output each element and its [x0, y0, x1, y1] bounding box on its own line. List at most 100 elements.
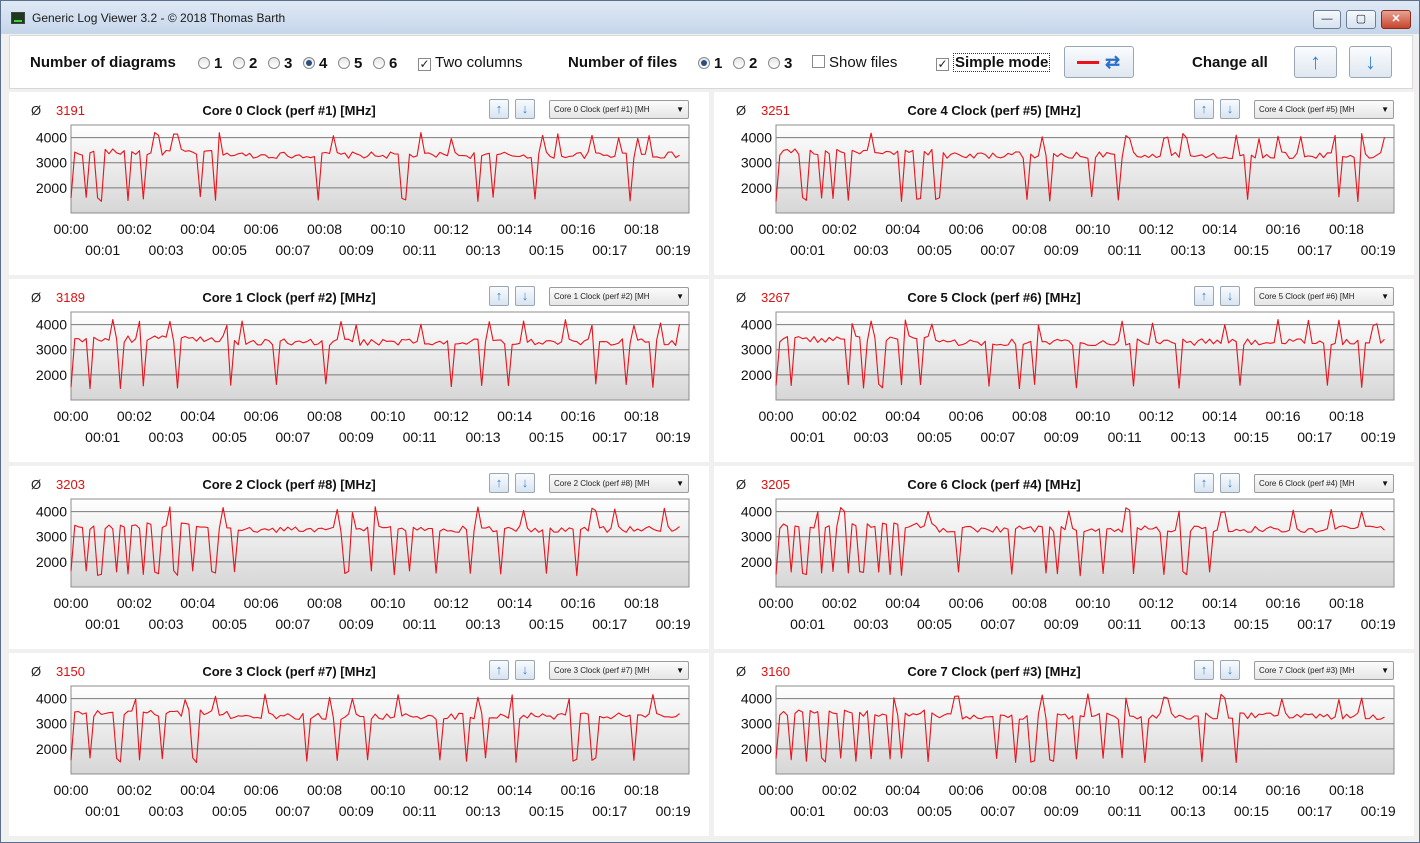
signal-select-value: Core 5 Clock (perf #6) [MH: [1259, 292, 1355, 301]
y-tick-label: 2000: [36, 367, 67, 383]
x-tick-label: 00:02: [822, 221, 857, 237]
move-down-button[interactable]: ↓: [1220, 473, 1240, 493]
chevron-down-icon: ▼: [1381, 292, 1389, 301]
diagram-radio-2[interactable]: 2: [233, 55, 257, 73]
diagram-panel: Ø 3191 Core 0 Clock (perf #1) [MHz] ↑ ↓ …: [9, 92, 709, 275]
chevron-down-icon: ▼: [676, 479, 684, 488]
y-tick-label: 4000: [36, 317, 67, 333]
x-tick-label: 00:07: [275, 803, 310, 819]
y-tick-label: 4000: [36, 691, 67, 707]
x-tick-label: 00:13: [1170, 429, 1205, 445]
x-tick-label: 00:09: [1044, 242, 1079, 258]
signal-select[interactable]: Core 7 Clock (perf #3) [MH ▼: [1254, 661, 1394, 680]
file-radio-1[interactable]: 1: [698, 55, 722, 73]
move-down-button[interactable]: ↓: [515, 660, 535, 680]
move-down-button[interactable]: ↓: [515, 286, 535, 306]
signal-select[interactable]: Core 2 Clock (perf #8) [MH ▼: [549, 474, 689, 493]
x-tick-label: 00:15: [529, 616, 564, 632]
x-tick-label: 00:14: [1202, 221, 1237, 237]
move-down-button[interactable]: ↓: [1220, 99, 1240, 119]
x-tick-label: 00:18: [624, 408, 659, 424]
move-up-button[interactable]: ↑: [489, 286, 509, 306]
move-down-button[interactable]: ↓: [1220, 286, 1240, 306]
file-radio-3[interactable]: 3: [768, 55, 792, 73]
move-down-button[interactable]: ↓: [515, 473, 535, 493]
signal-select[interactable]: Core 4 Clock (perf #5) [MH ▼: [1254, 100, 1394, 119]
x-tick-label: 00:08: [1012, 782, 1047, 798]
plot-area: [70, 124, 690, 214]
line-color-button[interactable]: ⇄: [1064, 46, 1134, 78]
x-tick-label: 00:15: [1234, 429, 1269, 445]
diagram-title: Core 2 Clock (perf #8) [MHz]: [202, 477, 376, 492]
x-tick-label: 00:17: [592, 616, 627, 632]
y-tick-label: 2000: [741, 180, 772, 196]
x-tick-label: 00:09: [1044, 616, 1079, 632]
diagram-radio-4[interactable]: 4: [303, 55, 327, 73]
file-radio-2[interactable]: 2: [733, 55, 757, 73]
move-down-button[interactable]: ↓: [1220, 660, 1240, 680]
clock-chart: 4000 3000 2000 00:00 00:02 00:04 00:06 00:08 00:…: [741, 124, 1396, 258]
signal-select[interactable]: Core 3 Clock (perf #7) [MH ▼: [549, 661, 689, 680]
chevron-down-icon: ▼: [676, 292, 684, 301]
diagram-panel: Ø 3189 Core 1 Clock (perf #2) [MHz] ↑ ↓ …: [9, 279, 709, 462]
plot-area: [775, 124, 1395, 214]
clock-series-line: [70, 506, 680, 577]
x-tick-label: 00:12: [434, 595, 469, 611]
move-up-button[interactable]: ↑: [489, 473, 509, 493]
move-all-down-button[interactable]: ↓: [1349, 46, 1392, 78]
arrow-up-icon: ↑: [495, 288, 503, 303]
radio-dot: [198, 57, 210, 69]
move-up-button[interactable]: ↑: [489, 660, 509, 680]
minimize-button[interactable]: —: [1313, 10, 1341, 29]
diagram-panel: Ø 3267 Core 5 Clock (perf #6) [MHz] ↑ ↓ …: [714, 279, 1414, 462]
diagram-radio-1[interactable]: 1: [198, 55, 222, 73]
diagram-radio-6[interactable]: 6: [373, 55, 397, 73]
x-tick-label: 00:12: [434, 782, 469, 798]
x-tick-label: 00:08: [1012, 408, 1047, 424]
average-symbol: Ø: [736, 103, 747, 118]
x-tick-label: 00:04: [885, 782, 920, 798]
radio-label: 6: [389, 55, 398, 72]
x-tick-label: 00:06: [244, 408, 279, 424]
move-up-button[interactable]: ↑: [489, 99, 509, 119]
signal-select[interactable]: Core 6 Clock (perf #4) [MH ▼: [1254, 474, 1394, 493]
simple-mode-checkbox[interactable]: ✓ Simple mode: [936, 53, 1051, 72]
y-tick-label: 4000: [36, 504, 67, 520]
maximize-button[interactable]: ▢: [1346, 10, 1376, 29]
x-tick-label: 00:00: [53, 408, 88, 424]
close-button[interactable]: ✕: [1381, 10, 1411, 29]
move-all-up-button[interactable]: ↑: [1294, 46, 1337, 78]
diagram-radio-3[interactable]: 3: [268, 55, 292, 73]
diagram-radio-5[interactable]: 5: [338, 55, 362, 73]
show-files-checkbox[interactable]: Show files: [812, 54, 897, 71]
checkbox-label: Simple mode: [953, 53, 1051, 72]
signal-select[interactable]: Core 5 Clock (perf #6) [MH ▼: [1254, 287, 1394, 306]
x-tick-label: 00:15: [1234, 616, 1269, 632]
x-tick-label: 00:17: [1297, 616, 1332, 632]
signal-select[interactable]: Core 0 Clock (perf #1) [MH ▼: [549, 100, 689, 119]
x-tick-label: 00:05: [212, 616, 247, 632]
radio-dot: [233, 57, 245, 69]
x-tick-label: 00:02: [822, 782, 857, 798]
x-tick-label: 00:11: [403, 616, 437, 632]
move-up-button[interactable]: ↑: [1194, 660, 1214, 680]
signal-select[interactable]: Core 1 Clock (perf #2) [MH ▼: [549, 287, 689, 306]
x-tick-label: 00:04: [885, 408, 920, 424]
arrow-up-icon: ↑: [1200, 662, 1208, 677]
x-tick-label: 00:10: [370, 408, 405, 424]
move-down-button[interactable]: ↓: [515, 99, 535, 119]
move-up-button[interactable]: ↑: [1194, 286, 1214, 306]
y-tick-label: 2000: [36, 741, 67, 757]
signal-select-value: Core 3 Clock (perf #7) [MH: [554, 666, 650, 675]
x-tick-label: 00:11: [403, 429, 437, 445]
clock-series-line: [70, 132, 680, 202]
diagram-panel: Ø 3160 Core 7 Clock (perf #3) [MHz] ↑ ↓ …: [714, 653, 1414, 836]
move-up-button[interactable]: ↑: [1194, 99, 1214, 119]
move-up-button[interactable]: ↑: [1194, 473, 1214, 493]
average-symbol: Ø: [31, 103, 42, 118]
clock-series-line: [775, 693, 1385, 764]
title-bar[interactable]: Generic Log Viewer 3.2 - © 2018 Thomas B…: [1, 1, 1419, 34]
y-tick-label: 3000: [36, 529, 67, 545]
x-tick-label: 00:14: [497, 782, 532, 798]
two-columns-checkbox[interactable]: ✓ Two columns: [418, 54, 523, 71]
